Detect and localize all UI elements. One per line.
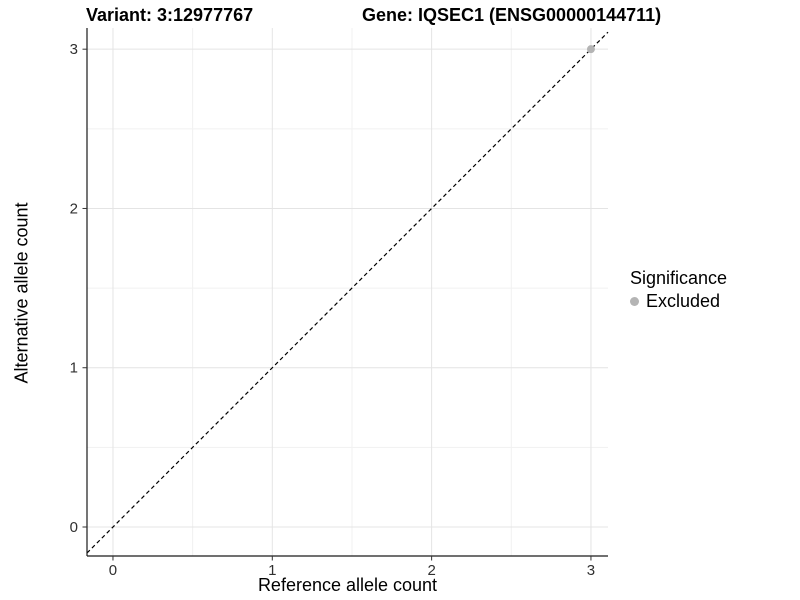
svg-text:3: 3 — [70, 41, 78, 58]
y-axis-title: Alternative allele count — [11, 202, 32, 384]
legend: Significance Excluded — [630, 268, 727, 312]
variant-title: Variant: 3:12977767 — [86, 5, 254, 25]
gridlines-major — [87, 28, 608, 556]
legend-item-label: Excluded — [646, 291, 721, 311]
svg-text:0: 0 — [109, 562, 117, 579]
gridlines-minor — [87, 28, 608, 556]
svg-text:2: 2 — [70, 200, 78, 217]
legend-title: Significance — [630, 268, 728, 288]
legend-item-excluded: Excluded — [630, 291, 727, 312]
axis-lines — [86, 28, 608, 557]
svg-text:1: 1 — [268, 562, 276, 579]
x-tick-labels: 0 1 2 3 — [109, 562, 595, 579]
identity-reference-line — [86, 31, 609, 554]
svg-text:1: 1 — [70, 360, 78, 377]
y-tick-labels: 0 1 2 3 — [70, 41, 78, 536]
x-axis-title: Reference allele count — [257, 575, 438, 595]
svg-text:2: 2 — [427, 562, 435, 579]
data-point-excluded — [586, 45, 595, 54]
svg-text:3: 3 — [587, 562, 595, 579]
svg-text:0: 0 — [70, 519, 78, 536]
gene-title: Gene: IQSEC1 (ENSG00000144711) — [362, 5, 662, 25]
axis-ticks — [82, 48, 592, 561]
excluded-point-icon — [630, 297, 639, 306]
data-points — [586, 45, 595, 54]
